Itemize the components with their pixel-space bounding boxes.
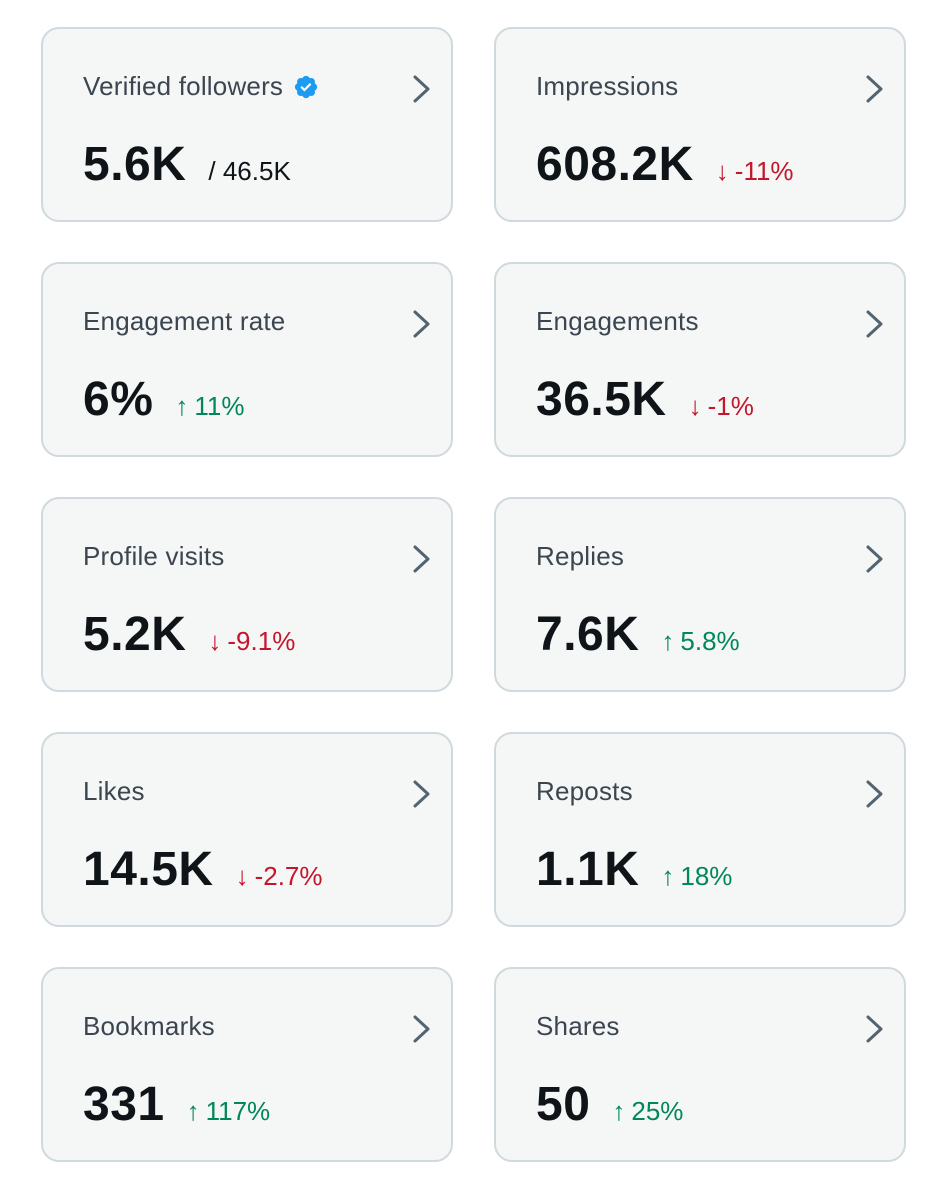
- card-title: Likes: [83, 776, 145, 806]
- chevron-right-icon[interactable]: [411, 1014, 433, 1044]
- metric-change: ↑ 117%: [187, 1096, 271, 1127]
- metric-value: 7.6K: [536, 608, 640, 661]
- metric-change: ↓ -1%: [689, 391, 754, 422]
- metric-change: ↓ -11%: [716, 156, 794, 187]
- card-title: Replies: [536, 541, 625, 571]
- card-title: Bookmarks: [83, 1011, 215, 1041]
- metric-value: 5.6K: [83, 138, 187, 191]
- arrow-down-icon: ↓: [715, 156, 729, 186]
- card-title: Impressions: [536, 71, 679, 101]
- card-likes[interactable]: Likes 14.5K ↓ -2.7%: [41, 732, 453, 927]
- arrow-up-icon: ↑: [661, 861, 675, 891]
- change-percent: -9.1%: [227, 626, 296, 656]
- change-percent: -2.7%: [254, 861, 323, 891]
- arrow-up-icon: ↑: [175, 391, 189, 421]
- metric-value: 1.1K: [536, 843, 640, 896]
- metric-value: 14.5K: [83, 843, 214, 896]
- arrow-down-icon: ↓: [208, 626, 222, 656]
- metric-change: ↑ 18%: [661, 861, 732, 892]
- arrow-up-icon: ↑: [186, 1096, 200, 1126]
- arrow-up-icon: ↑: [661, 626, 675, 656]
- card-title: Verified followers: [83, 71, 284, 101]
- change-percent: 25%: [631, 1096, 684, 1126]
- metric-value: 608.2K: [536, 138, 694, 191]
- arrow-down-icon: ↓: [235, 861, 249, 891]
- card-engagements[interactable]: Engagements 36.5K ↓ -1%: [494, 262, 906, 457]
- chevron-right-icon[interactable]: [411, 74, 433, 104]
- card-title: Engagements: [536, 306, 699, 336]
- card-verified-followers[interactable]: Verified followers 5.6K / 46.5K: [41, 27, 453, 222]
- card-bookmarks[interactable]: Bookmarks 331 ↑ 117%: [41, 967, 453, 1162]
- chevron-right-icon[interactable]: [864, 74, 886, 104]
- change-percent: -1%: [707, 391, 754, 421]
- card-replies[interactable]: Replies 7.6K ↑ 5.8%: [494, 497, 906, 692]
- metric-value: 36.5K: [536, 373, 667, 426]
- change-percent: 11%: [194, 391, 245, 421]
- metric-change: ↑ 5.8%: [661, 626, 739, 657]
- change-percent: 117%: [205, 1096, 271, 1126]
- metric-change: ↓ -9.1%: [208, 626, 295, 657]
- card-shares[interactable]: Shares 50 ↑ 25%: [494, 967, 906, 1162]
- card-title: Profile visits: [83, 541, 225, 571]
- verified-badge-icon: [295, 75, 318, 98]
- chevron-right-icon[interactable]: [411, 544, 433, 574]
- chevron-right-icon[interactable]: [864, 1014, 886, 1044]
- card-title: Engagement rate: [83, 306, 286, 336]
- card-title: Shares: [536, 1011, 620, 1041]
- metric-total: / 46.5K: [208, 156, 291, 186]
- metric-value: 331: [83, 1078, 165, 1131]
- metric-value: 6%: [83, 373, 154, 426]
- arrow-down-icon: ↓: [688, 391, 702, 421]
- metric-value: 5.2K: [83, 608, 187, 661]
- card-profile-visits[interactable]: Profile visits 5.2K ↓ -9.1%: [41, 497, 453, 692]
- metric-change: ↑ 25%: [612, 1096, 683, 1127]
- metric-value: 50: [536, 1078, 591, 1131]
- card-engagement-rate[interactable]: Engagement rate 6% ↑ 11%: [41, 262, 453, 457]
- metric-change: ↓ -2.7%: [236, 861, 323, 892]
- card-impressions[interactable]: Impressions 608.2K ↓ -11%: [494, 27, 906, 222]
- arrow-up-icon: ↑: [612, 1096, 626, 1126]
- chevron-right-icon[interactable]: [864, 779, 886, 809]
- chevron-right-icon[interactable]: [864, 309, 886, 339]
- metric-change: ↑ 11%: [175, 391, 244, 422]
- change-percent: 5.8%: [680, 626, 740, 656]
- chevron-right-icon[interactable]: [411, 779, 433, 809]
- change-percent: 18%: [680, 861, 733, 891]
- chevron-right-icon[interactable]: [864, 544, 886, 574]
- change-percent: -11%: [734, 156, 794, 186]
- card-reposts[interactable]: Reposts 1.1K ↑ 18%: [494, 732, 906, 927]
- card-title: Reposts: [536, 776, 633, 806]
- chevron-right-icon[interactable]: [411, 309, 433, 339]
